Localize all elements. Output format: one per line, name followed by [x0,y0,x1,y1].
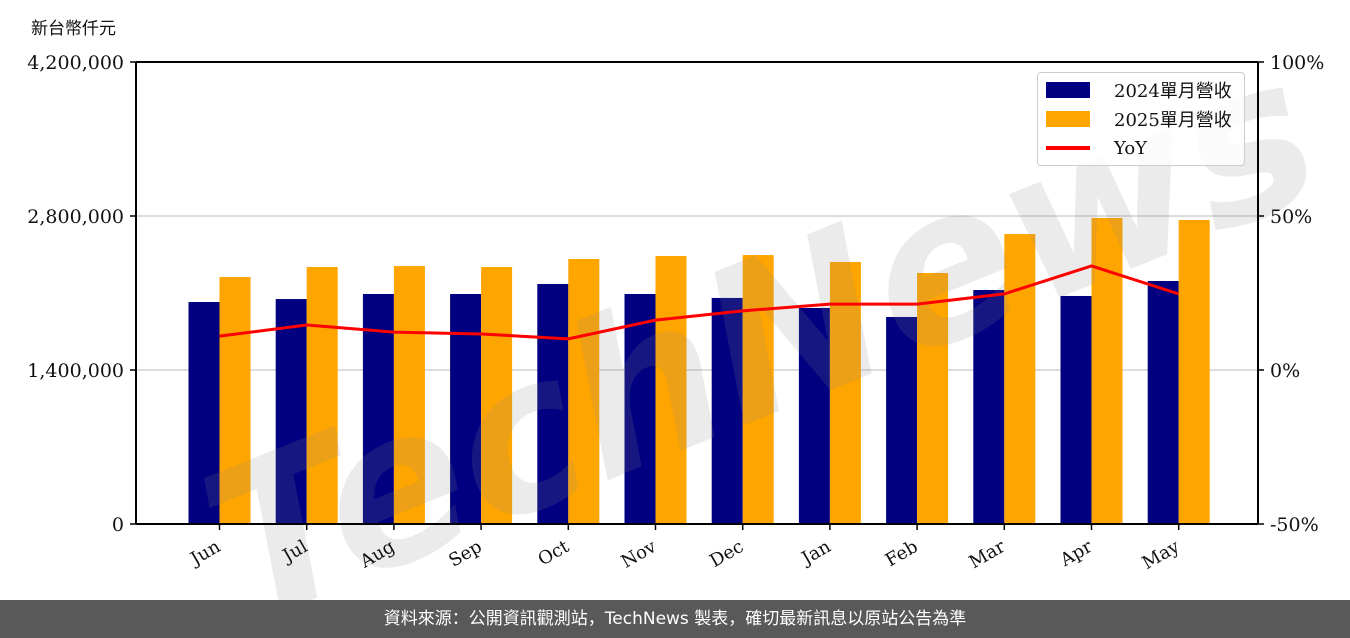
y-tick-label: 1,400,000 [27,360,124,382]
bar-2024單月營收-Nov [624,293,656,524]
legend-label-2024: 2024單月營收 [1114,81,1232,102]
legend-line-yoy [1046,146,1090,150]
x-tick-label: Dec [706,536,747,572]
bar-2024單月營收-May [1147,281,1179,524]
legend-swatch-2024 [1046,82,1090,98]
x-tick-label: Feb [882,536,922,571]
x-tick-label: Apr [1056,536,1096,571]
bar-2024單月營收-Dec [711,297,743,524]
y2-tick-label: -50% [1270,514,1319,536]
y2-tick-label: 100% [1270,52,1324,74]
y-tick-label: 0 [112,514,124,536]
y2-tick-label: 50% [1270,206,1312,228]
bar-2025單月營收-Jan [829,261,861,524]
legend-item-yoy: YoY [1046,135,1147,161]
bar-2025單月營收-Sep [481,267,513,524]
y-axis-unit-label: 新台幣仟元 [31,19,116,39]
bar-2025單月營收-Mar [1004,234,1036,525]
y-tick-label: 2,800,000 [27,206,124,228]
bar-2025單月營收-Feb [917,272,949,524]
x-tick-label: May [1139,536,1184,574]
x-tick-label: Mar [966,536,1010,573]
bar-2024單月營收-Apr [1060,295,1092,524]
legend-item-2024: 2024單月營收 [1046,77,1232,103]
legend-swatch-2025 [1046,111,1090,127]
bar-2025單月營收-Aug [393,266,425,524]
bar-2025單月營收-Jul [306,267,338,524]
bar-2025單月營收-Dec [742,255,774,525]
bar-2024單月營收-Jul [275,299,307,524]
x-tick-label: Nov [618,536,661,573]
bar-2025單月營收-May [1178,219,1210,524]
bar-2024單月營收-Jan [798,307,830,524]
legend-label-2025: 2025單月營收 [1114,110,1232,131]
bar-2025單月營收-Nov [655,256,687,524]
x-tick-label: Jan [797,536,835,570]
chart-legend: 2024單月營收 2025單月營收 YoY [1037,72,1245,166]
yoy-line [219,264,1180,341]
bar-2025單月營收-Jun [219,277,251,524]
bar-2024單月營收-Feb [886,316,918,524]
legend-label-yoy: YoY [1114,137,1148,159]
y2-tick-label: 0% [1270,360,1300,382]
bar-2024單月營收-Mar [973,290,1005,524]
legend-item-2025: 2025單月營收 [1046,106,1232,132]
bar-2024單月營收-Oct [537,283,569,524]
bar-2025單月營收-Oct [568,259,600,524]
source-footer: 資料來源：公開資訊觀測站，TechNews 製表，確切最新訊息以原站公告為準 [0,600,1350,638]
bar-2024單月營收-Jun [188,302,220,524]
y-tick-label: 4,200,000 [27,52,124,74]
